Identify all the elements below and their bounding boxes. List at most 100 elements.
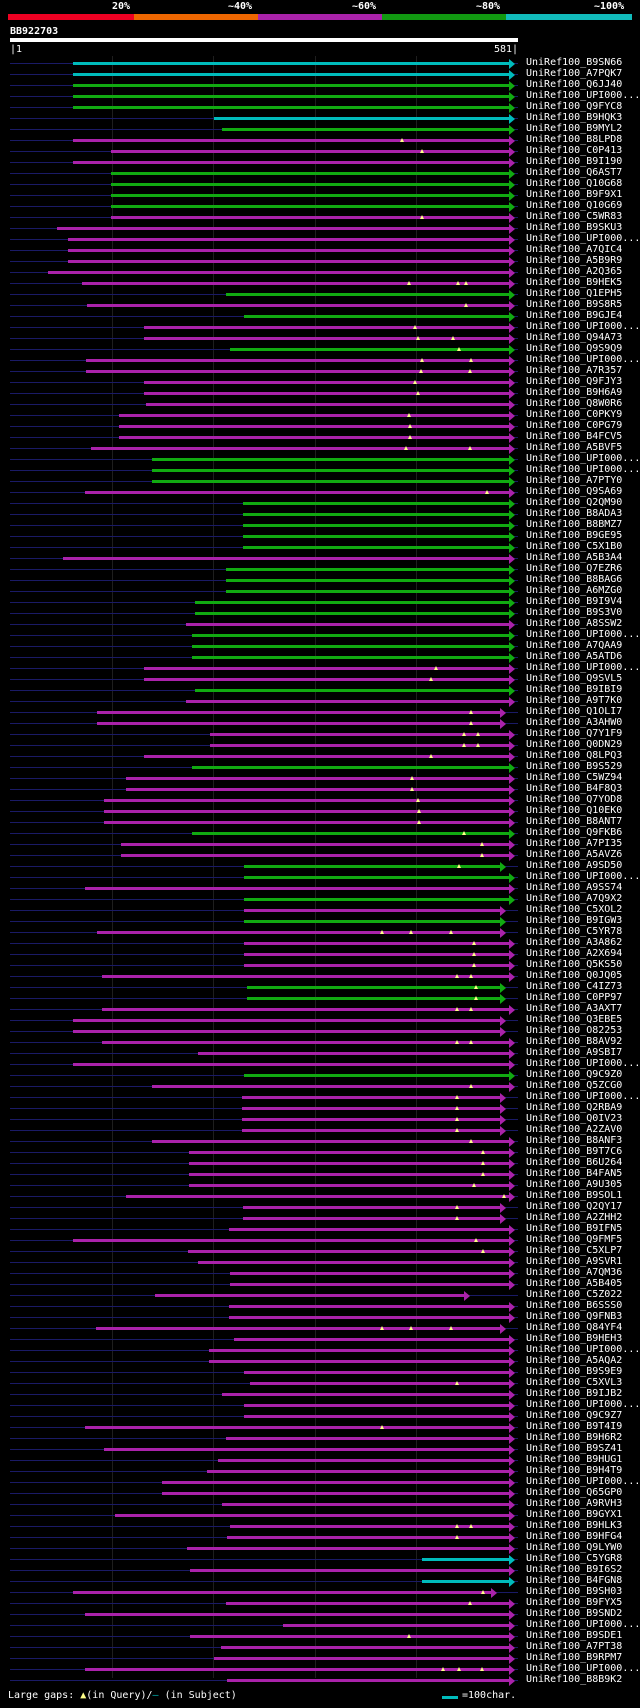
hit-id-link[interactable]: UniRef100_B8BMZ7: [526, 519, 623, 530]
hit-row[interactable]: UniRef100_B9I9V4: [0, 596, 640, 608]
hit-row[interactable]: UniRef100_B9SH03: [0, 1586, 640, 1598]
hit-id-link[interactable]: UniRef100_B8AV92: [526, 1036, 623, 1047]
hit-id-link[interactable]: UniRef100_A3AXT7: [526, 1003, 623, 1014]
hit-row[interactable]: UniRef100_B9IFN5: [0, 1223, 640, 1235]
hit-row[interactable]: UniRef100_B9SND2: [0, 1608, 640, 1620]
hit-id-link[interactable]: UniRef100_B9MYL2: [526, 123, 623, 134]
hit-id-link[interactable]: UniRef100_B9S3V0: [526, 607, 623, 618]
hit-id-link[interactable]: UniRef100_A5ATD6: [526, 651, 623, 662]
hit-id-link[interactable]: UniRef100_A7PI35: [526, 838, 623, 849]
hit-row[interactable]: UniRef100_UPI000...: [0, 1476, 640, 1488]
hit-row[interactable]: UniRef100_A5BVF5: [0, 442, 640, 454]
hit-id-link[interactable]: UniRef100_Q9FKB6: [526, 827, 623, 838]
hit-row[interactable]: UniRef100_B9T4I9: [0, 1421, 640, 1433]
hit-row[interactable]: UniRef100_UPI000...: [0, 1344, 640, 1356]
hit-id-link[interactable]: UniRef100_B9S529: [526, 761, 623, 772]
hit-row[interactable]: UniRef100_B9IGW3: [0, 915, 640, 927]
hit-id-link[interactable]: UniRef100_B4FGN8: [526, 1575, 623, 1586]
hit-row[interactable]: UniRef100_Q2RBA9: [0, 1102, 640, 1114]
hit-id-link[interactable]: UniRef100_Q9SVL5: [526, 673, 623, 684]
hit-row[interactable]: UniRef100_Q7YOD8: [0, 794, 640, 806]
hit-row[interactable]: UniRef100_Q10G68: [0, 178, 640, 190]
hit-row[interactable]: UniRef100_Q5ZCG0: [0, 1080, 640, 1092]
hit-row[interactable]: UniRef100_C5XLP7: [0, 1245, 640, 1257]
hit-id-link[interactable]: UniRef100_C5XVL3: [526, 1377, 623, 1388]
hit-row[interactable]: UniRef100_A3AHW0: [0, 717, 640, 729]
hit-id-link[interactable]: UniRef100_B9FYX5: [526, 1597, 623, 1608]
hit-id-link[interactable]: UniRef100_A7QAA9: [526, 640, 623, 651]
hit-id-link[interactable]: UniRef100_UPI000...: [526, 321, 640, 332]
hit-id-link[interactable]: UniRef100_Q9LYW0: [526, 1542, 623, 1553]
hit-row[interactable]: UniRef100_UPI000...: [0, 1619, 640, 1631]
hit-row[interactable]: UniRef100_B8B9K2: [0, 1674, 640, 1686]
hit-id-link[interactable]: UniRef100_B9SKU3: [526, 222, 623, 233]
hit-id-link[interactable]: UniRef100_Q2RBA9: [526, 1102, 623, 1113]
hit-id-link[interactable]: UniRef100_A9SBI7: [526, 1047, 623, 1058]
hit-id-link[interactable]: UniRef100_B8ANT7: [526, 816, 623, 827]
hit-id-link[interactable]: UniRef100_A2ZHH2: [526, 1212, 623, 1223]
hit-id-link[interactable]: UniRef100_B9SND2: [526, 1608, 623, 1619]
hit-id-link[interactable]: UniRef100_UPI000...: [526, 233, 640, 244]
hit-row[interactable]: UniRef100_C5WZ94: [0, 772, 640, 784]
hit-row[interactable]: UniRef100_C0PP97: [0, 992, 640, 1004]
hit-id-link[interactable]: UniRef100_Q10EK0: [526, 805, 623, 816]
hit-id-link[interactable]: UniRef100_C5XLP7: [526, 1245, 623, 1256]
hit-row[interactable]: UniRef100_B8BMZ7: [0, 519, 640, 531]
hit-row[interactable]: UniRef100_UPI000...: [0, 1058, 640, 1070]
hit-row[interactable]: UniRef100_Q9FNB3: [0, 1311, 640, 1323]
hit-id-link[interactable]: UniRef100_UPI000...: [526, 629, 640, 640]
hit-id-link[interactable]: UniRef100_UPI000...: [526, 1619, 640, 1630]
hit-row[interactable]: UniRef100_O82253: [0, 1025, 640, 1037]
hit-row[interactable]: UniRef100_B4FGN8: [0, 1575, 640, 1587]
hit-row[interactable]: UniRef100_Q9C9Z0: [0, 1069, 640, 1081]
hit-row[interactable]: UniRef100_A9SVR1: [0, 1256, 640, 1268]
hit-id-link[interactable]: UniRef100_B8ANF3: [526, 1135, 623, 1146]
hit-id-link[interactable]: UniRef100_B9IGW3: [526, 915, 623, 926]
hit-row[interactable]: UniRef100_A5ATD6: [0, 651, 640, 663]
hit-id-link[interactable]: UniRef100_A9U305: [526, 1179, 623, 1190]
hit-row[interactable]: UniRef100_B9S3V0: [0, 607, 640, 619]
hit-row[interactable]: UniRef100_B6U264: [0, 1157, 640, 1169]
hit-row[interactable]: UniRef100_UPI000...: [0, 321, 640, 333]
hit-row[interactable]: UniRef100_C5XVL3: [0, 1377, 640, 1389]
hit-row[interactable]: UniRef100_A7PQK7: [0, 68, 640, 80]
hit-row[interactable]: UniRef100_UPI000...: [0, 90, 640, 102]
hit-id-link[interactable]: UniRef100_A7PQK7: [526, 68, 623, 79]
hit-row[interactable]: UniRef100_UPI000...: [0, 233, 640, 245]
hit-id-link[interactable]: UniRef100_C5YGR8: [526, 1553, 623, 1564]
hit-row[interactable]: UniRef100_A8SSW2: [0, 618, 640, 630]
hit-row[interactable]: UniRef100_B8ADA3: [0, 508, 640, 520]
hit-row[interactable]: UniRef100_Q3EBE5: [0, 1014, 640, 1026]
hit-id-link[interactable]: UniRef100_B9IJB2: [526, 1388, 623, 1399]
hit-row[interactable]: UniRef100_B9SZ41: [0, 1443, 640, 1455]
hit-id-link[interactable]: UniRef100_C0PKY9: [526, 409, 623, 420]
hit-row[interactable]: UniRef100_A5AQA2: [0, 1355, 640, 1367]
hit-id-link[interactable]: UniRef100_Q65GP0: [526, 1487, 623, 1498]
hit-id-link[interactable]: UniRef100_B9HQK3: [526, 112, 623, 123]
hit-id-link[interactable]: UniRef100_Q1EPH5: [526, 288, 623, 299]
hit-id-link[interactable]: UniRef100_UPI000...: [526, 453, 640, 464]
hit-row[interactable]: UniRef100_UPI000...: [0, 871, 640, 883]
hit-row[interactable]: UniRef100_A2ZHH2: [0, 1212, 640, 1224]
hit-row[interactable]: UniRef100_B9GJE4: [0, 310, 640, 322]
hit-id-link[interactable]: UniRef100_B9H6R2: [526, 1432, 623, 1443]
hit-id-link[interactable]: UniRef100_B9GYX1: [526, 1509, 623, 1520]
hit-id-link[interactable]: UniRef100_B9IFN5: [526, 1223, 623, 1234]
hit-row[interactable]: UniRef100_A7Q9X2: [0, 893, 640, 905]
hit-row[interactable]: UniRef100_B9RPM7: [0, 1652, 640, 1664]
hit-id-link[interactable]: UniRef100_UPI000...: [526, 90, 640, 101]
hit-row[interactable]: UniRef100_Q1OLI7: [0, 706, 640, 718]
hit-row[interactable]: UniRef100_C5Z022: [0, 1289, 640, 1301]
hit-id-link[interactable]: UniRef100_C5XOL2: [526, 904, 623, 915]
hit-row[interactable]: UniRef100_Q84YF4: [0, 1322, 640, 1334]
hit-id-link[interactable]: UniRef100_B9SDE1: [526, 1630, 623, 1641]
hit-id-link[interactable]: UniRef100_A7PT38: [526, 1641, 623, 1652]
hit-id-link[interactable]: UniRef100_A6MZG0: [526, 585, 623, 596]
hit-row[interactable]: UniRef100_Q9LYW0: [0, 1542, 640, 1554]
hit-id-link[interactable]: UniRef100_B9HEK5: [526, 277, 623, 288]
hit-id-link[interactable]: UniRef100_B9I9V4: [526, 596, 623, 607]
hit-id-link[interactable]: UniRef100_A9SVR1: [526, 1256, 623, 1267]
hit-id-link[interactable]: UniRef100_B8BAG6: [526, 574, 623, 585]
hit-row[interactable]: UniRef100_A2Q365: [0, 266, 640, 278]
hit-row[interactable]: UniRef100_B9H4T9: [0, 1465, 640, 1477]
